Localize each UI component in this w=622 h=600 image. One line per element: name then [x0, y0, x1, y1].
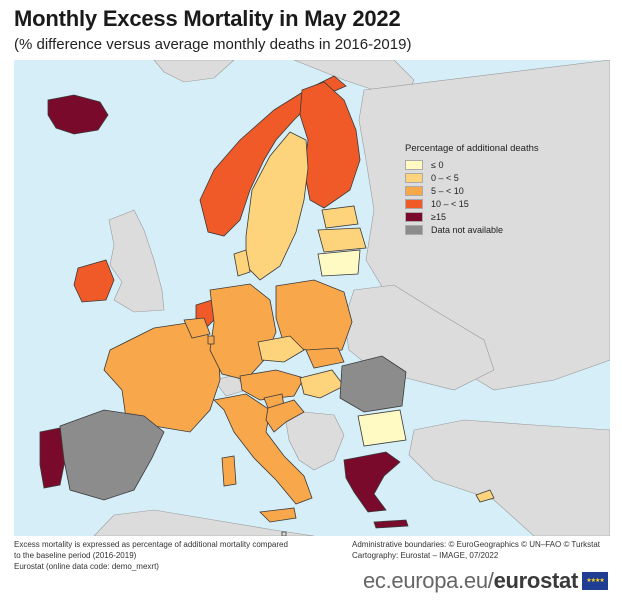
- ireland-region: [73, 259, 115, 303]
- methodology-note: Excess mortality is expressed as percent…: [14, 539, 334, 572]
- belgium-region: [183, 317, 211, 339]
- europe-map: [39, 60, 610, 536]
- credits-note: Administrative boundaries: © EuroGeograp…: [352, 539, 614, 561]
- legend-swatch: [405, 198, 423, 209]
- legend-label: 5 – < 10: [431, 185, 464, 196]
- legend-label: Data not available: [431, 224, 504, 235]
- malta-region: [281, 531, 287, 536]
- czechia-region: [257, 335, 305, 363]
- legend-swatch: [405, 185, 423, 196]
- greece-region: [343, 451, 401, 513]
- sardinia-region: [221, 455, 237, 487]
- legend-item: 0 – < 5: [405, 171, 539, 184]
- note-line: Eurostat (online data code: demo_mexrt): [14, 562, 159, 571]
- denmark-region: [233, 249, 251, 277]
- crete-region: [373, 519, 409, 529]
- austria-region: [239, 369, 305, 401]
- legend-label: 0 – < 5: [431, 172, 459, 183]
- legend-swatch: [405, 224, 423, 235]
- footer-site: ec.europa.eu/: [362, 568, 494, 593]
- bulgaria-region: [357, 409, 407, 447]
- sicily-region: [259, 507, 297, 523]
- poland-region: [275, 279, 353, 353]
- luxembourg-region: [207, 335, 215, 345]
- turkey-land: [408, 419, 610, 536]
- legend-swatch: [405, 172, 423, 183]
- eu-flag-icon: ★★★★: [582, 572, 608, 590]
- footer-url[interactable]: ec.europa.eu/eurostat: [363, 568, 578, 594]
- spain-region: [59, 409, 165, 501]
- map-area: [14, 60, 610, 536]
- legend-item: ≤ 0: [405, 158, 539, 171]
- legend-item: 10 – < 15: [405, 197, 539, 210]
- map-title: Monthly Excess Mortality in May 2022: [14, 6, 401, 31]
- romania-region: [339, 355, 407, 413]
- legend-title: Percentage of additional deaths: [405, 143, 539, 154]
- hungary-region: [299, 369, 345, 399]
- croatia-region: [265, 399, 305, 433]
- balkans-land: [283, 409, 345, 471]
- legend-label: ≥15: [431, 211, 446, 222]
- legend-swatch: [405, 211, 423, 222]
- latvia-region: [317, 227, 367, 253]
- iceland-region: [47, 94, 109, 135]
- legend-item: Data not available: [405, 223, 539, 236]
- germany-region: [209, 283, 277, 381]
- map-subtitle: (% difference versus average monthly dea…: [14, 36, 412, 53]
- legend-swatch: [405, 159, 423, 170]
- lithuania-region: [317, 249, 361, 277]
- north-africa-land: [93, 509, 315, 536]
- legend-item: ≥15: [405, 210, 539, 223]
- note-line: Excess mortality is expressed as percent…: [14, 540, 288, 549]
- footer-brand: eurostat: [493, 568, 579, 593]
- eurostat-footer: ec.europa.eu/eurostat ★★★★: [363, 568, 608, 594]
- note-line: to the baseline period (2016-2019): [14, 551, 137, 560]
- slovakia-region: [305, 347, 345, 369]
- note-line: Administrative boundaries: © EuroGeograp…: [352, 540, 601, 549]
- finland-region: [299, 81, 361, 209]
- map-legend: Percentage of additional deaths ≤ 0 0 – …: [405, 143, 539, 236]
- legend-item: 5 – < 10: [405, 184, 539, 197]
- legend-label: ≤ 0: [431, 159, 444, 170]
- note-line: Cartography: Eurostat – IMAGE, 07/2022: [352, 551, 499, 560]
- uk-land: [108, 209, 165, 313]
- greenland-land: [153, 60, 235, 83]
- legend-label: 10 – < 15: [431, 198, 469, 209]
- estonia-region: [321, 205, 359, 229]
- cyprus-region: [475, 489, 495, 503]
